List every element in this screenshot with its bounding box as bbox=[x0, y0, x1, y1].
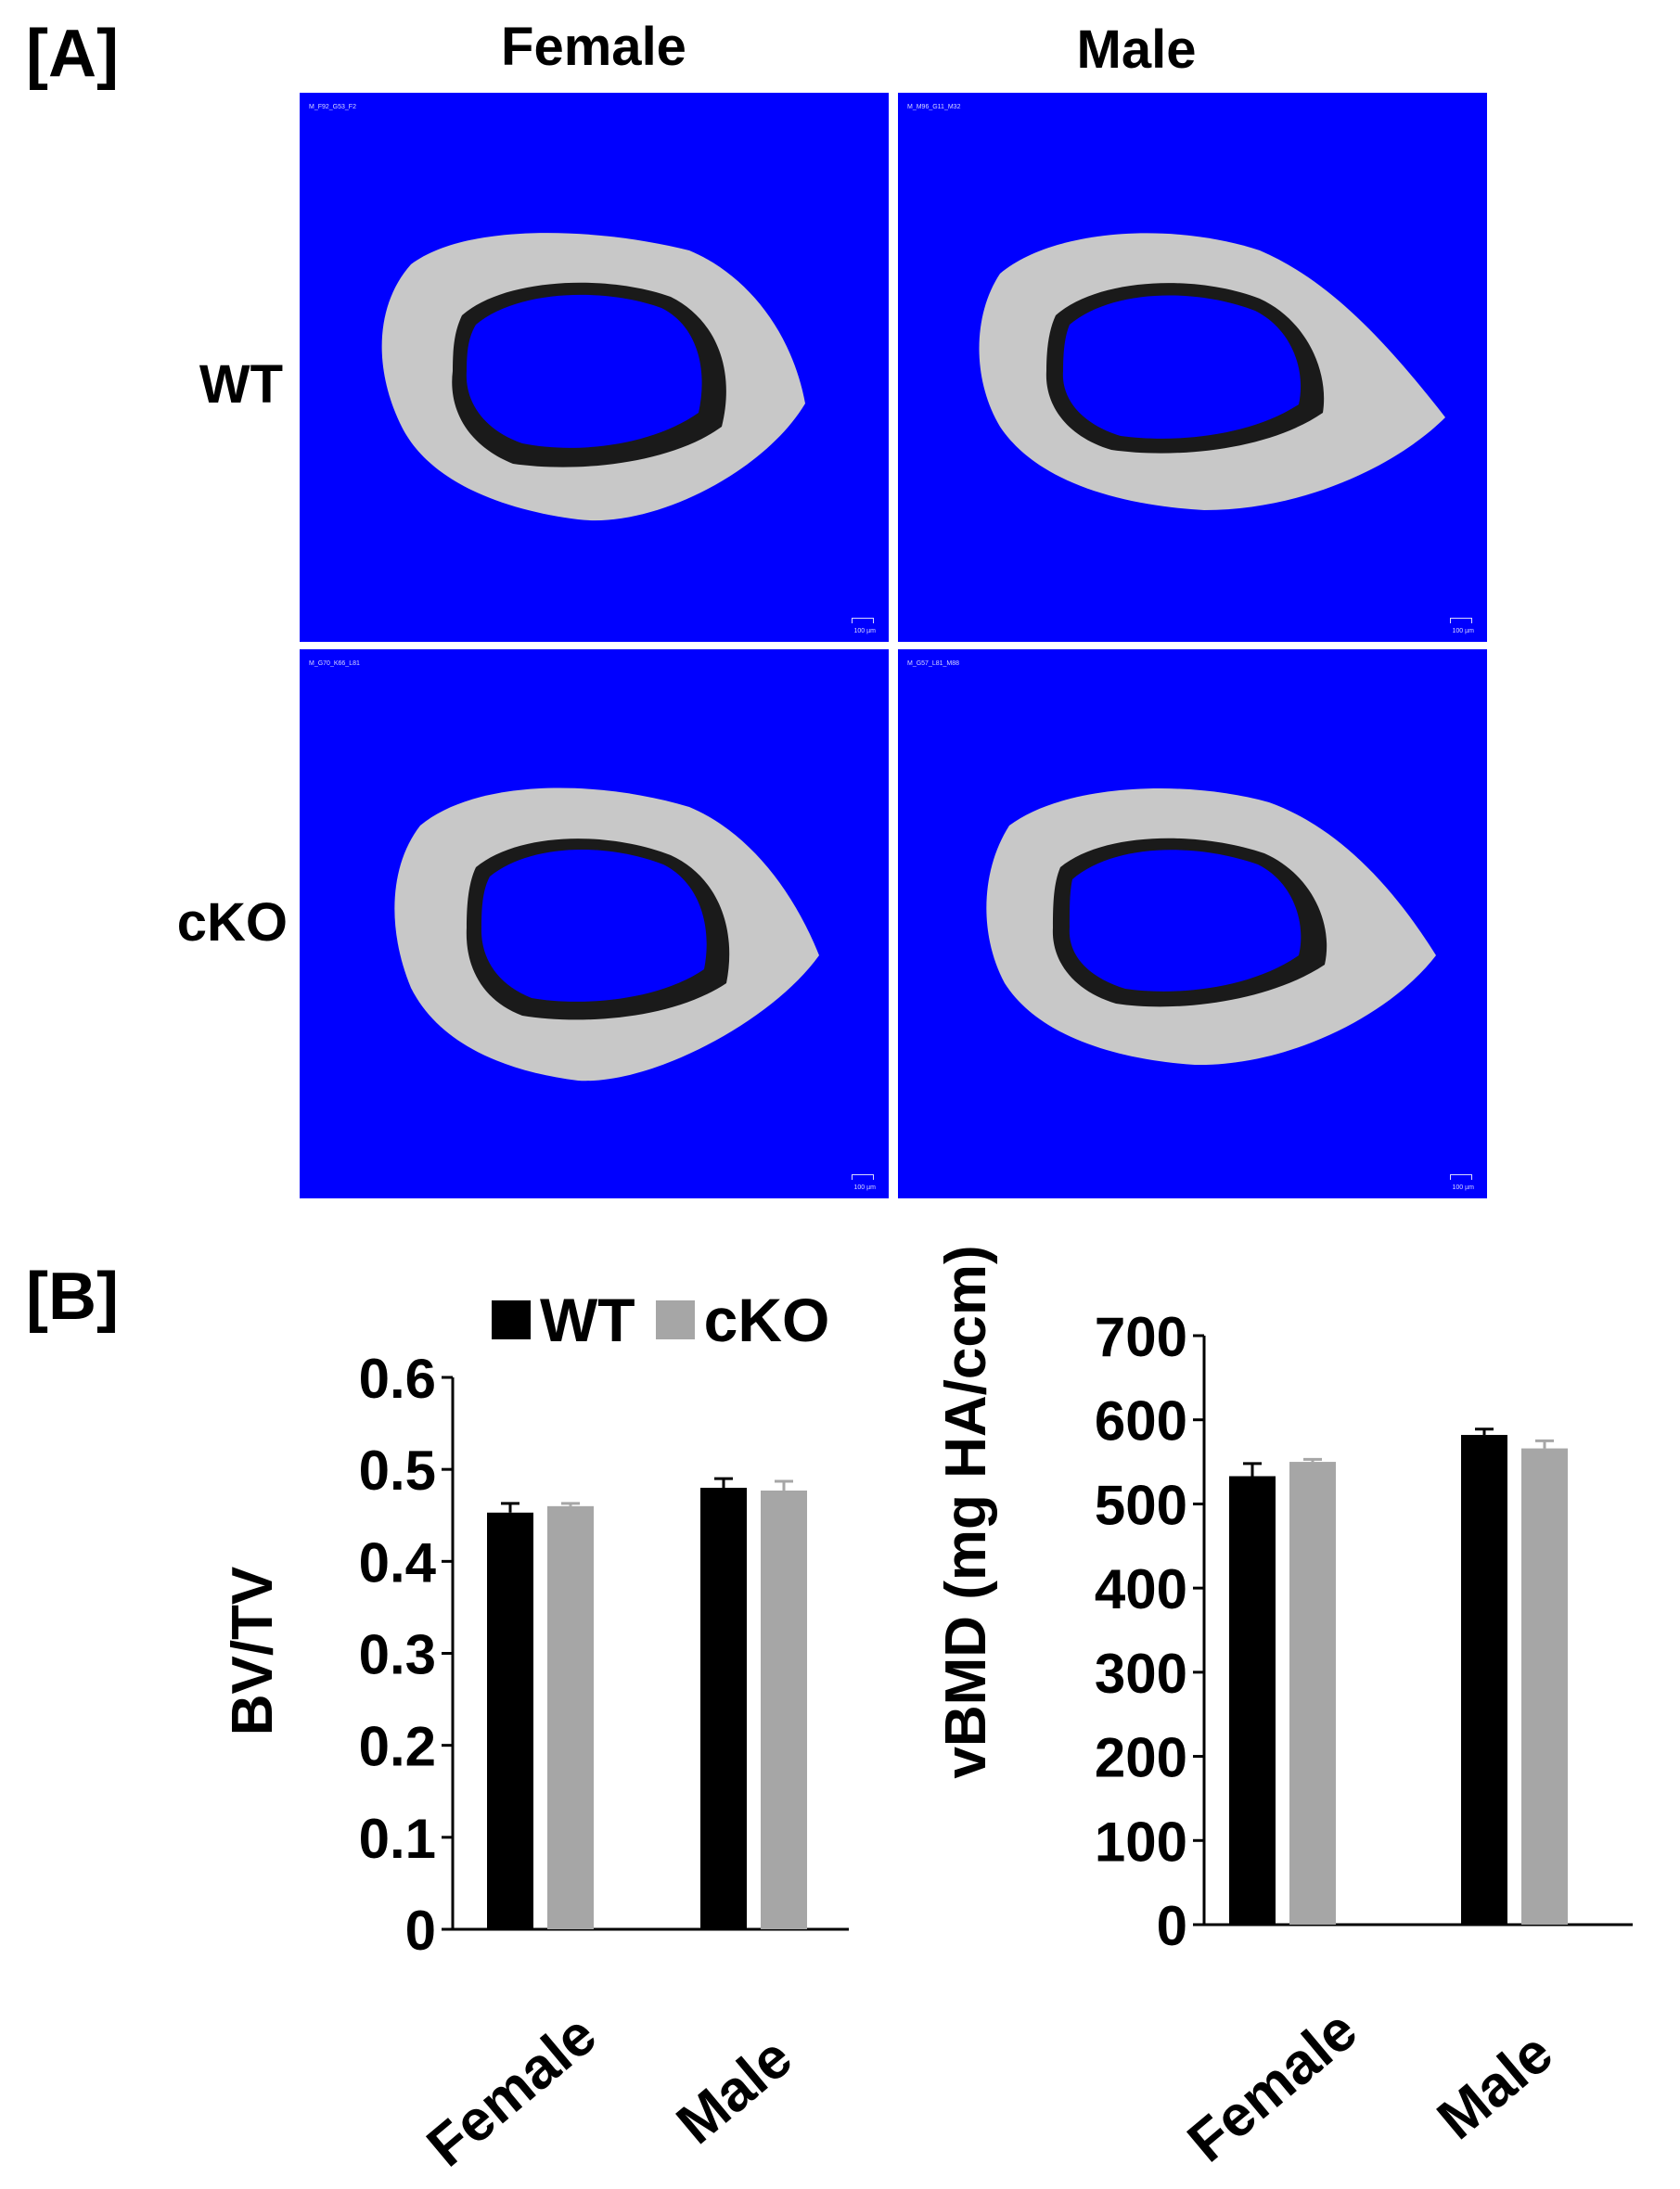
panel-b-label: [B] bbox=[26, 1260, 119, 1334]
vbmd-y-tick-label: 300 bbox=[1095, 1643, 1187, 1705]
tile-caption: M_F92_G53_F2 bbox=[309, 104, 356, 110]
scale-bar bbox=[852, 1174, 874, 1180]
bvtv-bar-cko-female bbox=[547, 1505, 594, 1929]
bvtv-bar-wt-female bbox=[487, 1512, 533, 1929]
vbmd-x-tick-label: Female bbox=[1176, 1998, 1369, 2174]
vbmd-y-tick-label: 500 bbox=[1095, 1474, 1187, 1536]
row-header-cko: cKO bbox=[176, 892, 288, 953]
vbmd-bar-wt-male bbox=[1461, 1435, 1507, 1925]
legend: WT cKO bbox=[492, 1285, 850, 1355]
vbmd-y-tick-label: 0 bbox=[1157, 1895, 1187, 1957]
scale-bar-label: 100 µm bbox=[853, 628, 877, 634]
bvtv-y-tick-label: 0 bbox=[405, 1900, 436, 1962]
microct-male-cko: M_G57_L81_M88 100 µm bbox=[898, 649, 1487, 1198]
vbmd-bar-cko-female bbox=[1289, 1462, 1336, 1925]
legend-swatch-wt bbox=[492, 1300, 531, 1339]
vbmd-y-tick-label: 400 bbox=[1095, 1558, 1187, 1620]
vbmd-y-axis-label: vBMD (mg HA/ccm) bbox=[934, 1245, 998, 1778]
legend-item-cko: cKO bbox=[655, 1285, 830, 1355]
legend-label-wt: WT bbox=[540, 1286, 635, 1354]
bvtv-y-tick-label: 0.4 bbox=[359, 1531, 437, 1594]
scale-bar bbox=[852, 618, 874, 623]
scale-bar bbox=[1450, 1174, 1472, 1180]
scale-bar-label: 100 µm bbox=[1452, 1184, 1475, 1191]
microct-male-wt: M_M96_G11_M32 100 µm bbox=[898, 93, 1487, 642]
bvtv-y-tick-label: 0.3 bbox=[359, 1624, 436, 1686]
bvtv-y-axis-label: BV/TV bbox=[221, 1567, 285, 1736]
bvtv-y-tick-label: 0.2 bbox=[359, 1716, 436, 1778]
vbmd-x-tick-label: Male bbox=[1426, 2021, 1565, 2152]
microct-female-wt: M_F92_G53_F2 100 µm bbox=[300, 93, 889, 642]
column-header-female: Female bbox=[501, 17, 686, 77]
microct-female-cko: M_G70_K66_L81 100 µm bbox=[300, 649, 889, 1198]
row-header-wt: WT bbox=[199, 354, 283, 415]
vbmd-y-tick-label: 600 bbox=[1095, 1390, 1187, 1453]
vbmd-bar-wt-female bbox=[1229, 1476, 1276, 1925]
tile-caption: M_M96_G11_M32 bbox=[907, 104, 961, 110]
bvtv-x-tick-label: Male bbox=[665, 2026, 804, 2157]
bvtv-bar-cko-male bbox=[761, 1490, 807, 1929]
bvtv-y-tick-label: 0.6 bbox=[359, 1348, 436, 1410]
vbmd-y-tick-label: 200 bbox=[1095, 1727, 1187, 1789]
legend-swatch-cko bbox=[655, 1300, 695, 1339]
panel-a-label: [A] bbox=[26, 17, 119, 91]
vbmd-bar-cko-male bbox=[1521, 1448, 1568, 1925]
scale-bar-label: 100 µm bbox=[1452, 628, 1475, 634]
bvtv-y-tick-label: 0.5 bbox=[359, 1440, 436, 1502]
legend-item-wt: WT bbox=[492, 1285, 635, 1355]
vbmd-y-tick-label: 100 bbox=[1095, 1811, 1187, 1873]
bvtv-bar-wt-male bbox=[700, 1488, 747, 1929]
bvtv-y-tick-label: 0.1 bbox=[359, 1808, 436, 1870]
scale-bar bbox=[1450, 618, 1472, 623]
column-header-male: Male bbox=[1076, 19, 1197, 80]
scale-bar-label: 100 µm bbox=[853, 1184, 877, 1191]
legend-label-cko: cKO bbox=[703, 1286, 830, 1354]
bvtv-x-tick-label: Female bbox=[416, 2003, 609, 2179]
tile-caption: M_G57_L81_M88 bbox=[907, 660, 960, 667]
vbmd-y-tick-label: 700 bbox=[1095, 1306, 1187, 1368]
tile-caption: M_G70_K66_L81 bbox=[309, 660, 360, 667]
